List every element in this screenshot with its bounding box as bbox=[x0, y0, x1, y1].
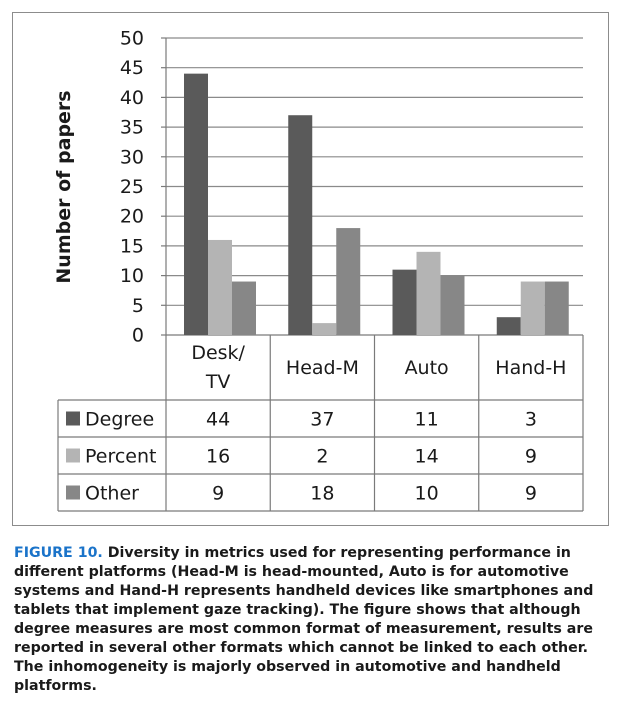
table-cell-value: 3 bbox=[525, 409, 537, 431]
bar-degree bbox=[392, 269, 417, 335]
table-cell-value: 9 bbox=[525, 483, 537, 505]
legend-label-percent: Percent bbox=[85, 446, 157, 468]
table-cell-value: 37 bbox=[310, 409, 334, 431]
table-cell-value: 10 bbox=[415, 483, 439, 505]
bar-other bbox=[232, 281, 256, 335]
category-label: Hand-H bbox=[495, 357, 566, 379]
data-table: Desk/TV Head-M Auto Hand-H Degree 44 37 11 3 Perc… bbox=[57, 335, 584, 512]
y-tick-label: 10 bbox=[120, 265, 144, 287]
y-tick-label: 5 bbox=[132, 295, 144, 317]
figure-caption: FIGURE 10. Diversity in metrics used for… bbox=[14, 544, 614, 696]
y-tick-label: 30 bbox=[120, 146, 144, 168]
category-label: Head-M bbox=[286, 357, 359, 379]
table-cell-value: 44 bbox=[206, 409, 230, 431]
table-cell-value: 18 bbox=[310, 483, 334, 505]
bar-percent bbox=[520, 281, 545, 335]
bar-degree bbox=[184, 73, 208, 335]
category-label-line2: TV bbox=[205, 371, 231, 393]
caption-text: Diversity in metrics used for representi… bbox=[14, 545, 594, 694]
legend-key-percent bbox=[66, 448, 80, 463]
table-cell-value: 16 bbox=[206, 446, 230, 468]
category-label: Auto bbox=[405, 357, 449, 379]
bars bbox=[184, 73, 569, 335]
bar-other bbox=[336, 228, 361, 335]
table-cell-value: 11 bbox=[415, 409, 439, 431]
y-tick-label: 20 bbox=[120, 206, 144, 228]
bar-chart: 0 5 10 15 20 25 30 35 40 45 50 Number of papers De… bbox=[53, 28, 584, 512]
y-tick-label: 15 bbox=[120, 235, 144, 257]
bar-other bbox=[544, 281, 569, 335]
y-tick-label: 35 bbox=[120, 117, 144, 139]
bar-other bbox=[440, 275, 465, 335]
table-cell-value: 9 bbox=[525, 446, 537, 468]
bar-percent bbox=[312, 323, 337, 335]
y-tick-label: 45 bbox=[120, 57, 144, 79]
table-cell-value: 14 bbox=[415, 446, 439, 468]
y-tick-label: 25 bbox=[120, 176, 144, 198]
bar-degree bbox=[496, 317, 521, 335]
legend-key-degree bbox=[66, 411, 80, 426]
y-axis-title: Number of papers bbox=[53, 90, 75, 283]
category-label: Desk/ bbox=[191, 342, 245, 364]
legend-key-other bbox=[66, 485, 80, 500]
y-tick-label: 0 bbox=[132, 325, 144, 347]
y-tick-label: 50 bbox=[120, 28, 144, 50]
bar-percent bbox=[208, 239, 232, 335]
bar-degree bbox=[288, 115, 313, 335]
legend-label-other: Other bbox=[85, 483, 139, 505]
table-cell-value: 2 bbox=[316, 446, 328, 468]
table-cell-value: 9 bbox=[212, 483, 224, 505]
bar-percent bbox=[416, 251, 441, 335]
legend-label-degree: Degree bbox=[85, 409, 154, 431]
caption-label: FIGURE 10. bbox=[14, 545, 103, 561]
figure-frame bbox=[12, 12, 609, 526]
y-tick-label: 40 bbox=[120, 87, 144, 109]
axes: 0 5 10 15 20 25 30 35 40 45 50 bbox=[120, 28, 167, 347]
